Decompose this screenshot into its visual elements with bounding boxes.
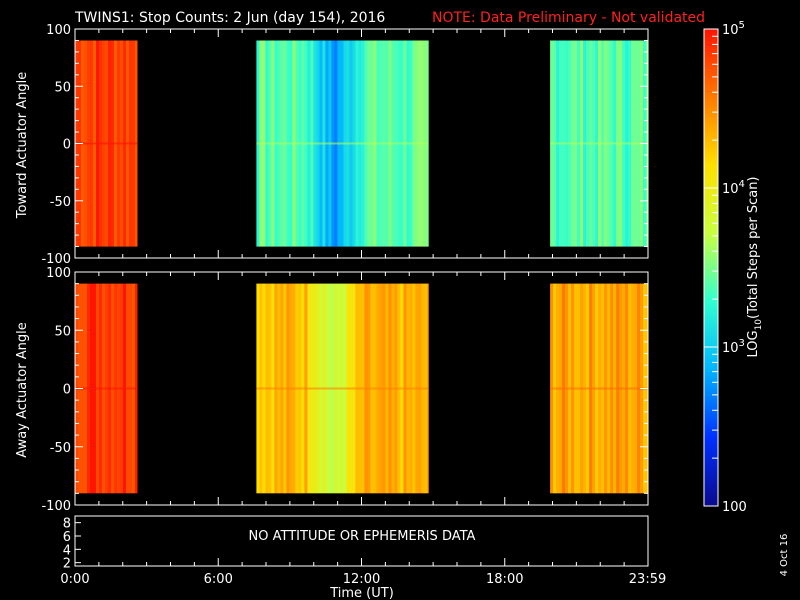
y-label-toward: Toward Actuator Angle [15,72,30,219]
heatmap-away [75,283,649,494]
attitude-y-tick-label: 2 [63,557,71,572]
colorbar-label: LOG10(Total Steps per Scan) [746,176,764,357]
x-tick-labels: 0:00 6:00 12:00 18:00 23:59 [60,572,666,587]
y-tick-label: 0 [63,383,71,398]
heatmap-toward [75,40,649,247]
x-tick-label: 18:00 [486,572,523,587]
y-tick-label: -100 [41,499,71,514]
x-tick-label: 0:00 [60,572,89,587]
colorbar: 105 104 103 100 LOG10(Total Steps per Scan) [703,20,764,515]
attitude-y-tick-label: 6 [63,530,71,545]
y-label-away: Away Actuator Angle [15,322,30,457]
attitude-y-tick-label: 4 [63,543,71,558]
colorbar-tick-label: 100 [722,500,747,515]
colorbar-ticks: 105 104 103 100 [704,20,747,515]
figure-title: TWINS1: Stop Counts: 2 Jun (day 154), 20… [74,10,385,26]
preliminary-note: NOTE: Data Preliminary - Not validated [432,10,705,26]
y-tick-label: -50 [50,195,71,210]
colorbar-tick-label: 105 [722,20,745,38]
y-tick-label: -100 [41,252,71,267]
y-tick-label: 50 [54,80,71,95]
y-ticks-toward: 100 50 0 -50 -100 [41,23,649,267]
panel-toward: 100 50 0 -50 -100 Toward Actuator Angle [15,23,649,267]
y-tick-label: 100 [46,23,71,38]
y-tick-label: 50 [54,324,71,339]
x-tick-label: 12:00 [343,572,380,587]
attitude-message: NO ATTITUDE OR EPHEMERIS DATA [249,529,476,544]
attitude-y-tick-label: 8 [63,517,71,532]
colorbar-tick-label: 104 [722,179,745,197]
y-tick-label: 0 [63,138,71,153]
y-ticks-away: 100 50 0 -50 -100 [41,266,649,514]
date-stamp: 4 Oct 16 [779,534,790,577]
y-tick-label: -50 [50,441,71,456]
panel-away: 100 50 0 -50 -100 Away Actuator Angle [15,266,649,514]
colorbar-gradient [704,29,718,506]
x-tick-label: 6:00 [204,572,233,587]
colorbar-tick-label: 103 [722,338,745,356]
x-axis-label: Time (UT) [329,586,394,600]
y-tick-label: 100 [46,266,71,281]
x-tick-label: 23:59 [629,572,666,587]
